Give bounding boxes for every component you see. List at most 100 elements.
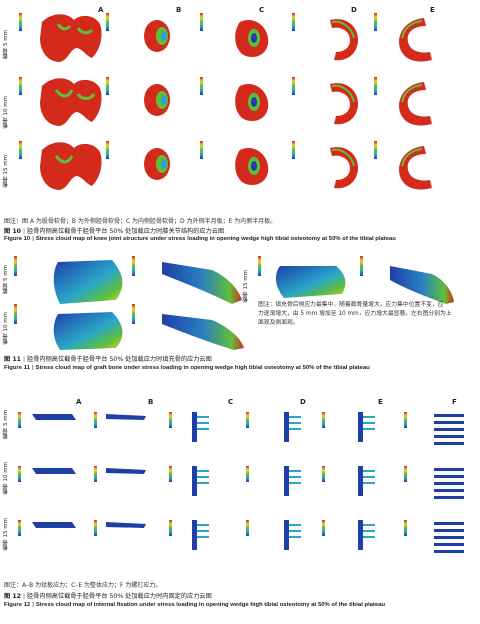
figure-10-caption-en: Figure 10 | Stress cloud map of knee joint…: [4, 236, 396, 242]
panel-letter-c: C: [259, 6, 265, 14]
stress-legend: [322, 466, 325, 482]
graft-bone-model: [162, 314, 244, 350]
figure-12-caption-cn: 图 12 | 胫骨内侧高位截骨于胫骨平台 50% 处加载应力时内固定的应力云图: [4, 593, 212, 600]
stress-legend: [374, 77, 377, 95]
stress-legend: [200, 13, 203, 31]
row-10mm: [18, 466, 464, 499]
meniscus-model: [399, 18, 432, 62]
panel-letter-d: D: [300, 398, 306, 406]
graft-bone-model: [53, 260, 123, 304]
plate-model: [284, 466, 289, 496]
plate-model: [358, 520, 363, 550]
stress-legend: [14, 256, 17, 276]
figure-11-caption-en: Figure 11 | Stress cloud map of graft bone…: [4, 365, 370, 371]
screw-model: [434, 522, 464, 525]
plate-model: [32, 522, 76, 528]
meniscus-model: [399, 146, 432, 190]
screw-model: [434, 421, 464, 424]
row-15mm: [19, 141, 432, 190]
row-label-5mm: 截骨 5 mm: [3, 265, 9, 294]
caption-text: Stress cloud map of knee joint structure…: [35, 236, 396, 242]
femoral-cartilage-model: [40, 78, 102, 126]
panel-letter-c: C: [228, 398, 234, 406]
screw-model: [434, 543, 464, 546]
figure-12-caption-en: Figure 12 | Stress cloud map of internal f…: [4, 602, 386, 608]
stress-legend: [169, 520, 172, 536]
panel-letter-e: E: [378, 398, 383, 406]
note-line: 图注：填充骨后侧应力最集中，随着截骨量增大，应力集中位置不变，应: [258, 302, 444, 308]
caption-text: Stress cloud map of internal fixation un…: [35, 602, 386, 608]
caption-number: 图 12: [4, 593, 21, 600]
graft-bone-model: [162, 262, 242, 304]
caption-text: 胫骨内侧高位截骨于胫骨平台 50% 处加载应力时膝关节结构的应力云图: [27, 228, 225, 235]
screw-model: [434, 529, 464, 532]
screw-model: [434, 468, 464, 471]
plate-model: [358, 466, 363, 496]
stress-legend: [374, 141, 377, 159]
stress-legend: [246, 466, 249, 482]
stress-legend: [94, 520, 97, 536]
stress-legend: [19, 13, 22, 31]
screw-model: [434, 414, 464, 417]
panel-letter-d: D: [351, 6, 357, 14]
plate-model: [32, 468, 76, 474]
figure-10-grid: [19, 13, 432, 190]
graft-bone-model: [275, 266, 346, 298]
screw-model: [434, 435, 464, 438]
stress-legend: [200, 141, 203, 159]
screw-model: [434, 489, 464, 492]
stress-legend: [374, 13, 377, 31]
plate-model: [358, 412, 363, 442]
note-line: 面观及侧面观。: [258, 320, 299, 326]
row-label-10mm: 截骨 10 mm: [3, 462, 9, 495]
figure-12-note: 图注：A–B 为钛板应力；C–E 为整体应力；F 为螺钉应力。: [4, 582, 162, 589]
note-line: 力逐渐增大，由 5 mm 增加至 10 mm，应力增大最显著。左右图分别为上: [258, 311, 452, 317]
panel-letter-a: A: [98, 6, 104, 14]
figure-10-caption-cn: 图 10 | 胫骨内侧高位截骨于胫骨平台 50% 处加载应力时膝关节结构的应力云图: [4, 228, 225, 235]
graft-bone-model: [390, 266, 454, 304]
row-label-10mm: 截骨 10 mm: [3, 96, 9, 129]
row-5mm: [18, 412, 464, 445]
stress-legend: [322, 520, 325, 536]
plate-model: [192, 520, 197, 550]
stress-legend: [292, 77, 295, 95]
caption-text: 胫骨内侧高位截骨于胫骨平台 50% 处加载应力时填充骨的应力云图: [27, 356, 212, 363]
stress-legend: [18, 412, 21, 428]
stress-legend: [14, 304, 17, 324]
row-15mm: [18, 520, 464, 553]
stress-legend: [404, 466, 407, 482]
screw-model: [434, 496, 464, 499]
figure-11-grid: [14, 256, 454, 350]
stress-legend: [246, 520, 249, 536]
stress-legend: [132, 304, 135, 324]
femoral-cartilage-model: [40, 142, 102, 190]
stress-legend: [94, 466, 97, 482]
stress-legend: [132, 256, 135, 276]
row-label-10mm: 截骨 10 mm: [3, 312, 9, 345]
screw-model: [434, 536, 464, 539]
stress-legend: [404, 520, 407, 536]
screw-model: [434, 475, 464, 478]
caption-text: Stress cloud map of graft bone under str…: [35, 365, 370, 371]
panel-letter-a: A: [76, 398, 82, 406]
panel-letter-f: F: [452, 398, 457, 406]
caption-number: Figure 10: [4, 236, 31, 242]
row-10mm: [19, 77, 432, 126]
stress-legend: [404, 412, 407, 428]
row-label-5mm: 截骨 5 mm: [3, 410, 9, 439]
caption-number: Figure 12: [4, 602, 31, 608]
meniscus-model: [399, 82, 432, 126]
stress-legend: [18, 466, 21, 482]
stress-legend: [18, 520, 21, 536]
panel-letter-b: B: [176, 6, 182, 14]
screw-model: [434, 482, 464, 485]
stress-legend: [169, 412, 172, 428]
figure-11-caption-cn: 图 11 | 胫骨内侧高位截骨于胫骨平台 50% 处加载应力时填充骨的应力云图: [4, 356, 212, 363]
plate-model: [106, 414, 146, 420]
stress-legend: [106, 13, 109, 31]
row-label-15mm: 截骨 15 mm: [3, 155, 9, 188]
screw-model: [434, 442, 464, 445]
stress-legend: [200, 77, 203, 95]
plate-model: [106, 522, 146, 528]
plate-model: [192, 466, 197, 496]
